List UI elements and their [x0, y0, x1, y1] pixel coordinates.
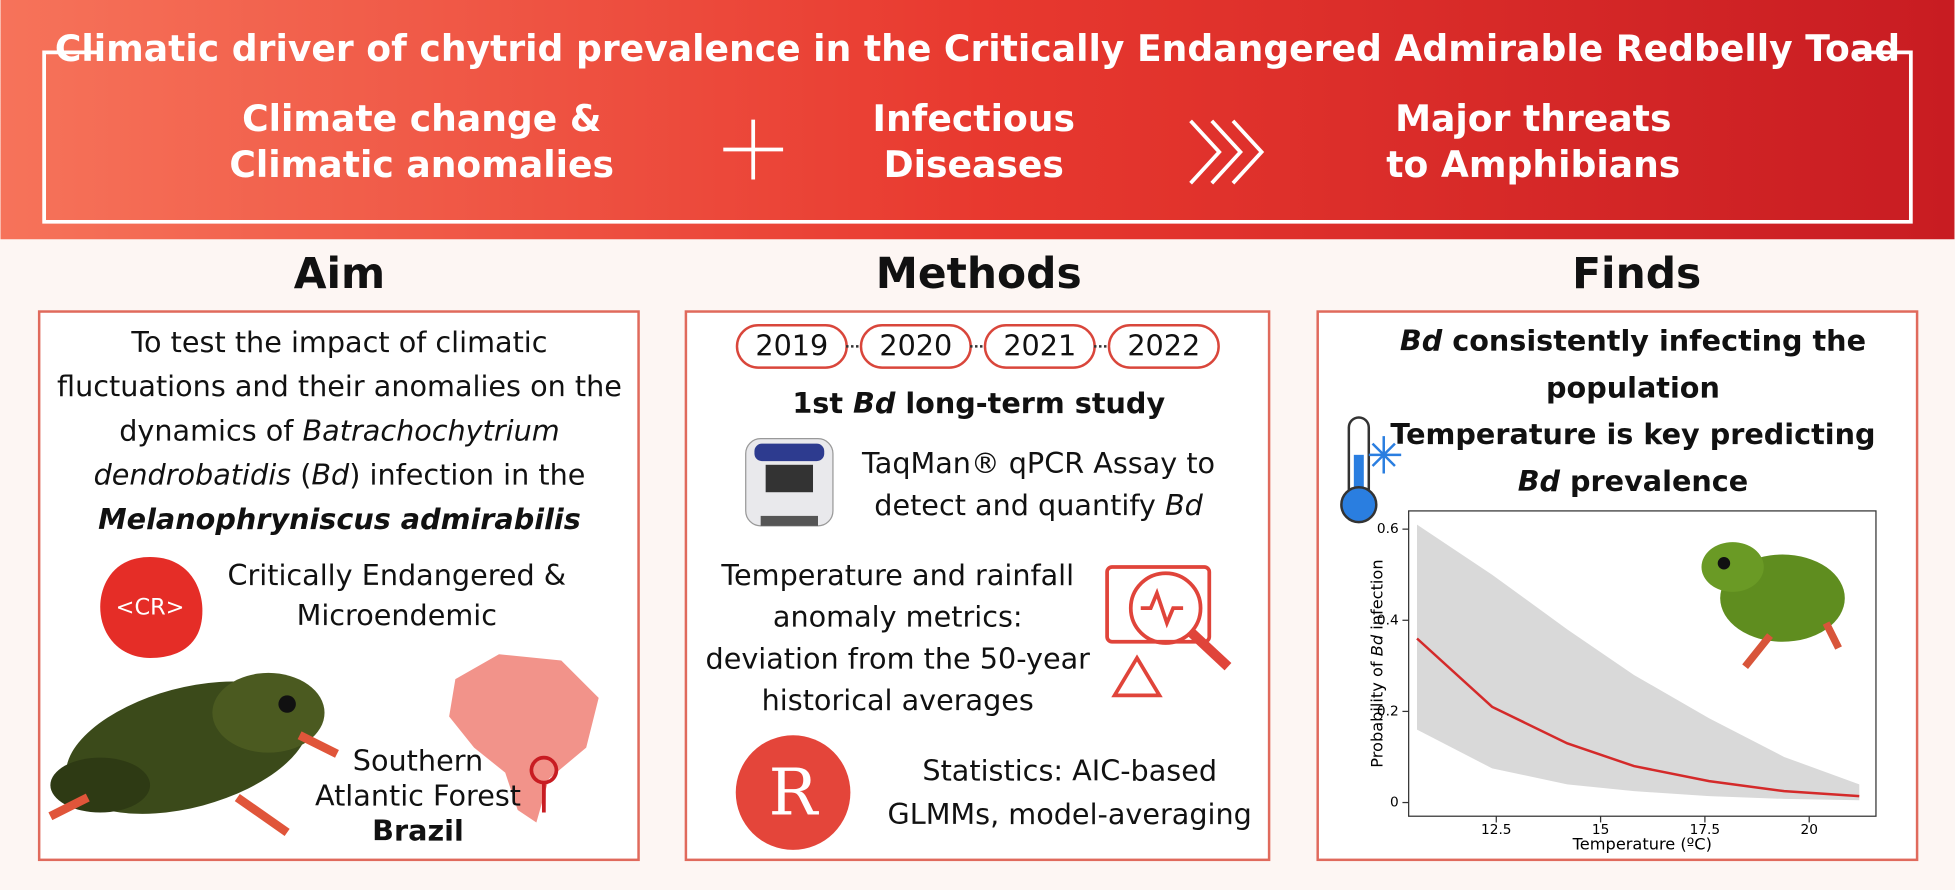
header-item: Climatic anomalies: [229, 143, 614, 186]
text-segment: To test the impact of climatic: [130, 325, 547, 359]
finds-text: Temperature is key predicting: [1390, 417, 1875, 451]
y-tick-label: 0.6: [1377, 521, 1399, 537]
text-segment: Probability of: [1367, 656, 1386, 767]
text-segment: Temperature is key predicting: [1390, 417, 1875, 451]
aim-heading: Aim: [294, 249, 385, 298]
text-segment: Bd: [1367, 634, 1386, 656]
x-tick-label: 12.5: [1481, 822, 1511, 838]
text-segment: TaqMan® qPCR Assay to: [861, 446, 1215, 480]
aim-text: To test the impact of climatic: [130, 325, 547, 359]
year-label: 2021: [1003, 329, 1076, 363]
qpcr-icon: [745, 438, 834, 527]
y-tick-label: 0.4: [1377, 612, 1399, 628]
anomaly-text: anomaly metrics:: [773, 600, 1023, 634]
x-tick-label: 15: [1592, 822, 1609, 838]
cr-label: <CR>: [116, 595, 185, 621]
location-pin: [529, 755, 559, 813]
methods-heading: Methods: [876, 249, 1082, 298]
anomaly-text: historical averages: [762, 683, 1034, 717]
stats-text: Statistics: AIC-based: [922, 754, 1217, 788]
text-segment: Bd: [311, 458, 350, 492]
text-segment: dendrobatidis: [94, 458, 292, 492]
text-segment: Melanophryniscus admirabilis: [98, 502, 581, 536]
aim-text: fluctuations and their anomalies on the: [57, 369, 622, 403]
status-text: Critically Endangered &: [227, 558, 566, 592]
finds-text: population: [1546, 370, 1720, 404]
frog-left: [48, 672, 339, 836]
text-segment: Bd: [1518, 464, 1561, 498]
frog-right: [1701, 542, 1845, 670]
stats-text: GLMMs, model-averaging: [888, 797, 1252, 831]
header-item: Major threats: [1395, 97, 1671, 140]
assay-text: TaqMan® qPCR Assay to: [861, 446, 1215, 480]
assay-text: detect and quantify Bd: [874, 488, 1203, 522]
text-segment: infection: [1367, 559, 1386, 634]
header-title: Climatic driver of chytrid prevalence in…: [55, 27, 1900, 70]
y-axis-label: Probability of Bd infection: [1367, 559, 1386, 767]
anomaly-text: Temperature and rainfall: [720, 558, 1074, 592]
header-item: Infectious: [873, 97, 1075, 140]
status-text: Microendemic: [297, 598, 497, 632]
text-segment: Bd: [1400, 324, 1443, 358]
location-text: Southern: [353, 744, 483, 778]
finds-text: Bd prevalence: [1518, 464, 1749, 498]
text-segment: dynamics of: [119, 413, 302, 447]
x-axis-label: Temperature (ºC): [1572, 834, 1712, 853]
finds-heading: Finds: [1572, 249, 1701, 298]
aim-text: Melanophryniscus admirabilis: [98, 502, 581, 536]
x-tick-label: 20: [1800, 822, 1817, 838]
y-tick-label: 0.2: [1377, 703, 1399, 719]
cr-badge: [100, 557, 203, 658]
header-frame: [42, 50, 1913, 224]
text-segment: Batrachochytrium: [303, 413, 560, 447]
year-label: 2022: [1127, 329, 1200, 363]
text-segment: 1st: [792, 386, 853, 420]
text-segment: Brazil: [372, 813, 464, 847]
anomaly-text: deviation from the 50-year: [706, 641, 1091, 675]
y-tick-label: 0: [1390, 795, 1399, 811]
header-item: Diseases: [884, 143, 1064, 186]
header-item: Climate change &: [242, 97, 601, 140]
study-text: 1st Bd long-term study: [792, 386, 1165, 420]
aim-text: dendrobatidis (Bd) infection in the: [94, 458, 586, 492]
year-pill: [1107, 323, 1220, 369]
finds-text: Bd consistently infecting the: [1400, 324, 1866, 358]
year-label: 2019: [755, 329, 828, 363]
header-band: [0, 0, 1955, 240]
confidence-band: [1417, 524, 1860, 801]
anomaly-icon: [1105, 565, 1232, 698]
thermometer-icon: [1340, 416, 1402, 524]
location-text: Brazil: [372, 813, 464, 847]
text-segment: prevalence: [1560, 464, 1748, 498]
text-segment: Bd: [853, 386, 896, 420]
r-icon: [735, 735, 851, 850]
year-label: 2020: [879, 329, 952, 363]
text-segment: Bd: [1165, 488, 1204, 522]
text-segment: detect and quantify: [874, 488, 1165, 522]
aim-text: dynamics of Batrachochytrium: [119, 413, 559, 447]
brazil-map: [449, 654, 599, 823]
location-text: Atlantic Forest: [315, 779, 521, 813]
text-segment: ) infection in the: [349, 458, 585, 492]
text-segment: long-term study: [895, 386, 1165, 420]
r-label: R: [769, 756, 820, 831]
text-segment: fluctuations and their anomalies on the: [57, 369, 622, 403]
text-segment: consistently infecting the: [1442, 324, 1866, 358]
header-item: to Amphibians: [1386, 143, 1680, 186]
x-tick-label: 17.5: [1690, 822, 1720, 838]
chevrons: [1189, 119, 1265, 185]
text-segment: (: [291, 458, 311, 492]
prediction-line: [1416, 637, 1860, 798]
text-segment: population: [1546, 370, 1720, 404]
